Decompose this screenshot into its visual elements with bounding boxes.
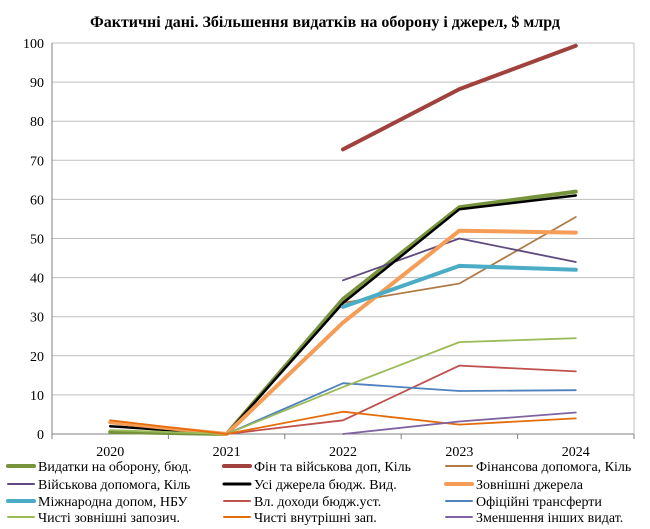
series-line-12 bbox=[342, 411, 577, 435]
series-line-7 bbox=[341, 263, 578, 309]
series-line-6 bbox=[108, 228, 578, 436]
x-tick-label: 2022 bbox=[329, 445, 357, 460]
gridlines bbox=[52, 42, 634, 396]
legend-label-4: Військова допомога, Кіль bbox=[38, 478, 190, 493]
series-line-10 bbox=[109, 337, 577, 435]
legend-label-11: Чисті внутрішні зап. bbox=[254, 511, 377, 526]
x-tick-label: 2023 bbox=[445, 445, 473, 460]
legend-label-2: Фін та військова доп, Кіль bbox=[254, 460, 411, 475]
legend-label-8: Вл. доходи бюдж.уст. bbox=[254, 495, 381, 510]
legend-label-7: Міжнародна допом, НБУ bbox=[38, 495, 188, 510]
y-tick-label: 90 bbox=[30, 76, 44, 91]
series-line-9 bbox=[225, 382, 577, 435]
legend-label-10: Чисті зовнішні запозич. bbox=[38, 511, 180, 526]
series-line-4 bbox=[342, 237, 577, 282]
y-tick-label: 80 bbox=[30, 115, 44, 130]
series-lines bbox=[108, 43, 578, 436]
y-tick-label: 20 bbox=[30, 350, 44, 365]
y-tick-label: 0 bbox=[37, 428, 44, 443]
legend-label-9: Офіційні трансферти bbox=[476, 495, 602, 510]
x-tick-label: 2021 bbox=[213, 445, 241, 460]
chart-title: Фактичні дані. Збільшення видатків на об… bbox=[90, 14, 560, 31]
series-line-8 bbox=[225, 364, 577, 435]
legend-label-6: Зовнішні джерела bbox=[476, 478, 584, 493]
y-tick-label: 50 bbox=[30, 233, 44, 248]
legend-label-3: Фінансова допомога, Кіль bbox=[476, 460, 631, 475]
y-tick-label: 60 bbox=[30, 193, 44, 208]
legend-label-5: Усі джерела бюдж. Вид. bbox=[254, 478, 397, 493]
series-line-1 bbox=[108, 189, 578, 436]
x-tick-label: 2024 bbox=[562, 445, 590, 460]
legend-label-1: Видатки на оборону, бюд. bbox=[38, 460, 192, 475]
axes: 0 10 20 30 40 50 60 70 80 90 100 2020 2021 2022 2023 20… bbox=[23, 37, 635, 460]
legend-label-12: Зменшення інших видат. bbox=[476, 511, 623, 526]
series-line-3 bbox=[342, 216, 577, 304]
series-line-11 bbox=[109, 410, 577, 435]
x-tick-label: 2020 bbox=[96, 445, 124, 460]
series-line-2 bbox=[341, 43, 578, 152]
y-tick-label: 70 bbox=[30, 154, 44, 169]
y-tick-label: 30 bbox=[30, 311, 44, 326]
y-tick-label: 10 bbox=[30, 389, 44, 404]
y-tick-label: 100 bbox=[23, 37, 44, 52]
legend: Видатки на оборону, бюд. Фін та військова… bbox=[6, 460, 631, 526]
y-tick-label: 40 bbox=[30, 272, 44, 287]
